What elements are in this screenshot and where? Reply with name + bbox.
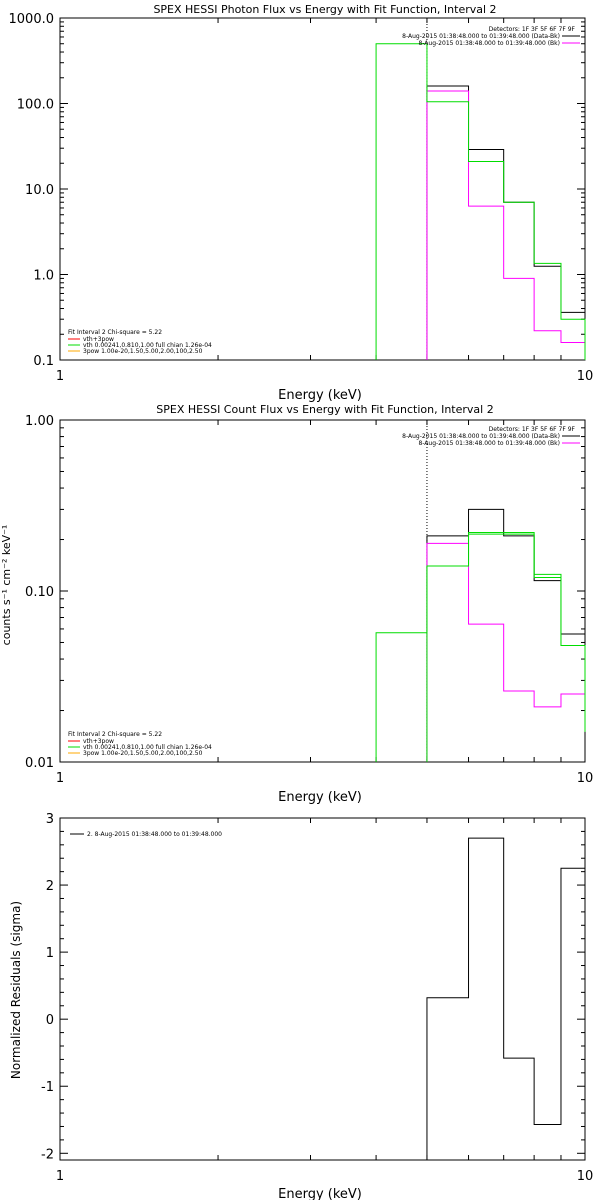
legend-right: Detectors: 1F 3F 5F 6F 7F 9F 8-Aug-2015 … — [402, 26, 580, 47]
chart-title: SPEX HESSI Photon Flux vs Energy with Fi… — [153, 3, 496, 16]
y-tick-label: -1 — [41, 1080, 54, 1095]
legend-item-vth: vth 0.00241,0.810,1.00 full chian 1.26e-… — [83, 342, 212, 349]
y-tick-label: 100.0 — [17, 98, 54, 113]
legend-left: Fit Interval 2 Chi-square = 5.22 vth+3po… — [68, 731, 212, 757]
y-tick-label: 10.0 — [25, 183, 54, 198]
legend-left: 2. 8-Aug-2015 01:38:48.000 to 01:39:48.0… — [70, 831, 222, 838]
legend-item-3pow: 3pow 1.00e-20,1.50,5.00,2.00,100,2.50 — [83, 750, 203, 757]
y-tick-label: 1.00 — [25, 414, 54, 429]
x-tick-label: 10 — [577, 369, 594, 384]
y-axis-label: counts s⁻¹ cm⁻² keV⁻¹ — [0, 525, 13, 646]
series-line-1 — [426, 542, 586, 762]
fit-info-label: Fit Interval 2 Chi-square = 5.22 — [68, 329, 162, 336]
legend-item-bk: 8-Aug-2015 01:38:48.000 to 01:39:48.000 … — [418, 40, 560, 47]
fit-info-label: Fit Interval 2 Chi-square = 5.22 — [68, 731, 162, 738]
x-axis-label: Energy (keV) — [278, 1187, 362, 1200]
legend-item-residual: 2. 8-Aug-2015 01:38:48.000 to 01:39:48.0… — [87, 831, 222, 838]
series-line-0 — [426, 837, 586, 1160]
plot-frame — [59, 419, 586, 763]
y-tick-label: 1.0 — [33, 269, 54, 284]
legend-item-vth: vth 0.00241,0.810,1.00 full chian 1.26e-… — [83, 744, 212, 751]
y-tick-label: 0.10 — [25, 585, 54, 600]
detectors-label: Detectors: 1F 3F 5F 6F 7F 9F — [489, 26, 576, 33]
x-axis-label: Energy (keV) — [278, 790, 362, 805]
y-tick-label: 0 — [46, 1013, 54, 1028]
chart-title: SPEX HESSI Count Flux vs Energy with Fit… — [156, 403, 493, 416]
detectors-label: Detectors: 1F 3F 5F 6F 7F 9F — [489, 426, 576, 433]
series-group — [375, 43, 586, 360]
series-group — [375, 508, 586, 762]
x-axis-label: Energy (keV) — [278, 388, 362, 403]
series-line-1 — [426, 90, 586, 360]
legend-right: Detectors: 1F 3F 5F 6F 7F 9F 8-Aug-2015 … — [402, 426, 580, 447]
x-axis: 1 10 — [56, 818, 593, 1184]
y-tick-label: -2 — [41, 1147, 54, 1162]
series-group — [426, 837, 586, 1160]
y-tick-label: 1000.0 — [9, 12, 55, 27]
series-line-2 — [375, 43, 586, 360]
series-line-2 — [375, 533, 586, 762]
legend-item-3pow: 3pow 1.00e-20,1.50,5.00,2.00,100,2.50 — [83, 348, 203, 355]
photon-flux-panel: SPEX HESSI Photon Flux vs Energy with Fi… — [9, 3, 594, 403]
residuals-panel: -2 -1 0 1 2 3 1 10 Energy (keV) Normalized Res… — [9, 812, 593, 1200]
legend-item-data-bk: 8-Aug-2015 01:38:48.000 to 01:39:48.000 … — [402, 433, 560, 440]
legend-item-bk: 8-Aug-2015 01:38:48.000 to 01:39:48.000 … — [418, 440, 560, 447]
plot-frame — [59, 17, 586, 361]
legend-left: Fit Interval 2 Chi-square = 5.22 vth+3po… — [68, 329, 212, 355]
y-tick-label: 2 — [46, 879, 54, 894]
x-tick-label: 1 — [56, 369, 64, 384]
y-axis-label: Normalized Residuals (sigma) — [9, 901, 23, 1079]
legend-item-data-bk: 8-Aug-2015 01:38:48.000 to 01:39:48.000 … — [402, 33, 560, 40]
x-tick-label: 1 — [56, 771, 64, 786]
y-tick-label: 0.1 — [33, 354, 54, 369]
x-tick-label: 1 — [56, 1169, 64, 1184]
y-axis: 0.1 1.0 10.0 100.0 1000.0 — [9, 12, 585, 369]
y-tick-label: 3 — [46, 812, 54, 827]
y-tick-label: 0.01 — [25, 756, 54, 771]
y-tick-label: 1 — [46, 946, 54, 961]
legend-item-vth-3pow: vth+3pow — [83, 336, 114, 343]
legend-item-vth-3pow: vth+3pow — [83, 738, 114, 745]
count-flux-panel: SPEX HESSI Count Flux vs Energy with Fit… — [0, 403, 593, 805]
series-line-3 — [426, 531, 586, 762]
x-tick-label: 10 — [577, 771, 594, 786]
y-axis: 0.01 0.10 1.00 — [25, 414, 585, 771]
plot-frame — [59, 817, 586, 1161]
x-tick-label: 10 — [577, 1169, 594, 1184]
y-axis: -2 -1 0 1 2 3 — [41, 812, 585, 1162]
series-line-0 — [426, 508, 586, 762]
